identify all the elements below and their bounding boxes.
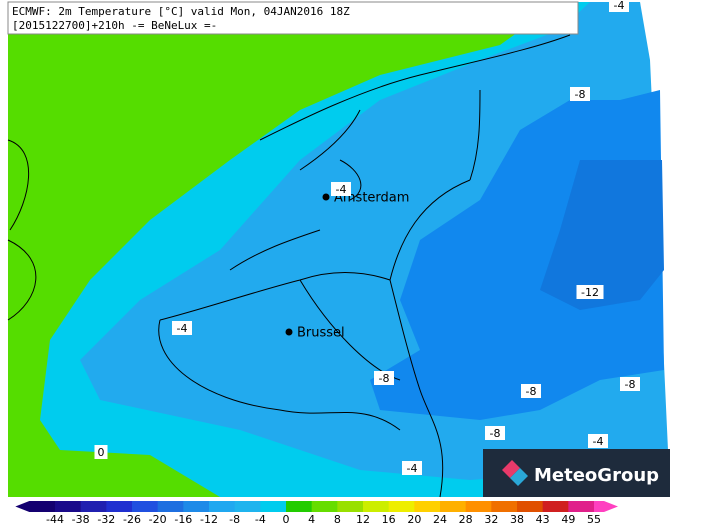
contour-label: 0 (98, 446, 105, 459)
borders (7, 34, 571, 498)
colorbar-label: 38 (510, 513, 524, 525)
colorbar-label: 0 (283, 513, 290, 525)
contour-label: -8 (575, 88, 586, 101)
colorbar-label: 24 (433, 513, 447, 525)
colorbar-swatch (286, 501, 313, 512)
colorbar-swatch (80, 501, 107, 512)
colorbar-label: 16 (382, 513, 396, 525)
city-dot (285, 328, 293, 336)
colorbar-swatch (55, 501, 82, 512)
colorbar-arrow (594, 501, 618, 512)
colorbar-label: -32 (97, 513, 115, 525)
contour-label-box (620, 377, 640, 391)
contour-label-box (331, 182, 351, 196)
colorbar-swatch (440, 501, 467, 512)
contour-label: -4 (177, 322, 188, 335)
contour-label: -12 (581, 286, 599, 299)
colorbar-label: 28 (459, 513, 473, 525)
colorbar-swatch (388, 501, 415, 512)
colorbar-swatch (491, 501, 518, 512)
colorbar-label: 8 (334, 513, 341, 525)
city-dot (322, 193, 330, 201)
colorbar-label: 49 (561, 513, 575, 525)
colorbar-swatch (363, 501, 390, 512)
contour-label: -4 (593, 435, 604, 448)
colorbar-swatch (465, 501, 492, 512)
logo-text: MeteoGroup (534, 465, 659, 486)
logo-icon (502, 460, 520, 478)
colorbar-label: 55 (587, 513, 601, 525)
contour-label: -8 (625, 378, 636, 391)
colorbar-label: -38 (72, 513, 90, 525)
header-line: [2015122700]+210h -= BeNeLux =- (12, 19, 217, 32)
contour-label-box (172, 321, 192, 335)
colorbar: -44 -38 -32 -26 -20 -16 -12 -8 -4 0 4 8 12 16 20 24 28 32… (15, 501, 618, 525)
contour-label: -4 (336, 183, 347, 196)
city-label: Amsterdam (334, 191, 409, 206)
contour-label-box (94, 445, 108, 459)
colorbar-swatch (157, 501, 184, 512)
colorbar-swatch (542, 501, 569, 512)
header-box (7, 1, 579, 35)
colorbar-label: -16 (174, 513, 192, 525)
colorbar-label: -44 (46, 513, 64, 525)
colorbar-swatch (106, 501, 133, 512)
map-area (7, 2, 670, 498)
zone-minus12 (540, 160, 664, 310)
city-label: Brussel (297, 326, 345, 341)
colorbar-label: 32 (484, 513, 498, 525)
contour-label-box (570, 87, 590, 101)
contour-label-box (609, 0, 629, 12)
contour-label: -8 (379, 372, 390, 385)
contour-label-box (521, 384, 541, 398)
colorbar-swatch (132, 501, 159, 512)
colorbar-swatch (183, 501, 210, 512)
colorbar-swatch (517, 501, 544, 512)
zone-0-4 (8, 2, 560, 497)
colorbar-label: -26 (123, 513, 141, 525)
contour-label: -4 (407, 462, 418, 475)
colorbar-swatch (209, 501, 236, 512)
colorbar-label: 43 (536, 513, 550, 525)
contour-label: -4 (614, 0, 625, 12)
contour-label: -8 (490, 427, 501, 440)
colorbar-label: -4 (255, 513, 266, 525)
colorbar-swatch (414, 501, 441, 512)
colorbar-swatch (260, 501, 287, 512)
colorbar-label: -20 (149, 513, 167, 525)
logo: MeteoGroup (483, 449, 670, 497)
colorbar-label: 20 (407, 513, 421, 525)
colorbar-arrow (15, 501, 56, 512)
contour-label-box (402, 461, 422, 475)
colorbar-label: 12 (356, 513, 370, 525)
contour-labels: -4 -8 -4 -12 -4 -8 -8 -8 -8 -4 -4 0 (94, 0, 640, 475)
colorbar-swatch (311, 501, 338, 512)
colorbar-swatch (337, 501, 364, 512)
colorbar-swatch (234, 501, 261, 512)
header-line: ECMWF: 2m Temperature [°C] valid Mon, 04… (12, 5, 350, 18)
logo-icon (510, 468, 528, 486)
colorbar-label: 4 (308, 513, 315, 525)
contour-label-box (588, 434, 608, 448)
colorbar-label: -12 (200, 513, 218, 525)
contour-label-box (374, 371, 394, 385)
contour-label: -8 (526, 385, 537, 398)
contour-label-box (485, 426, 505, 440)
contour-label-box (576, 285, 604, 299)
colorbar-swatch (568, 501, 595, 512)
colorbar-label: -8 (229, 513, 240, 525)
